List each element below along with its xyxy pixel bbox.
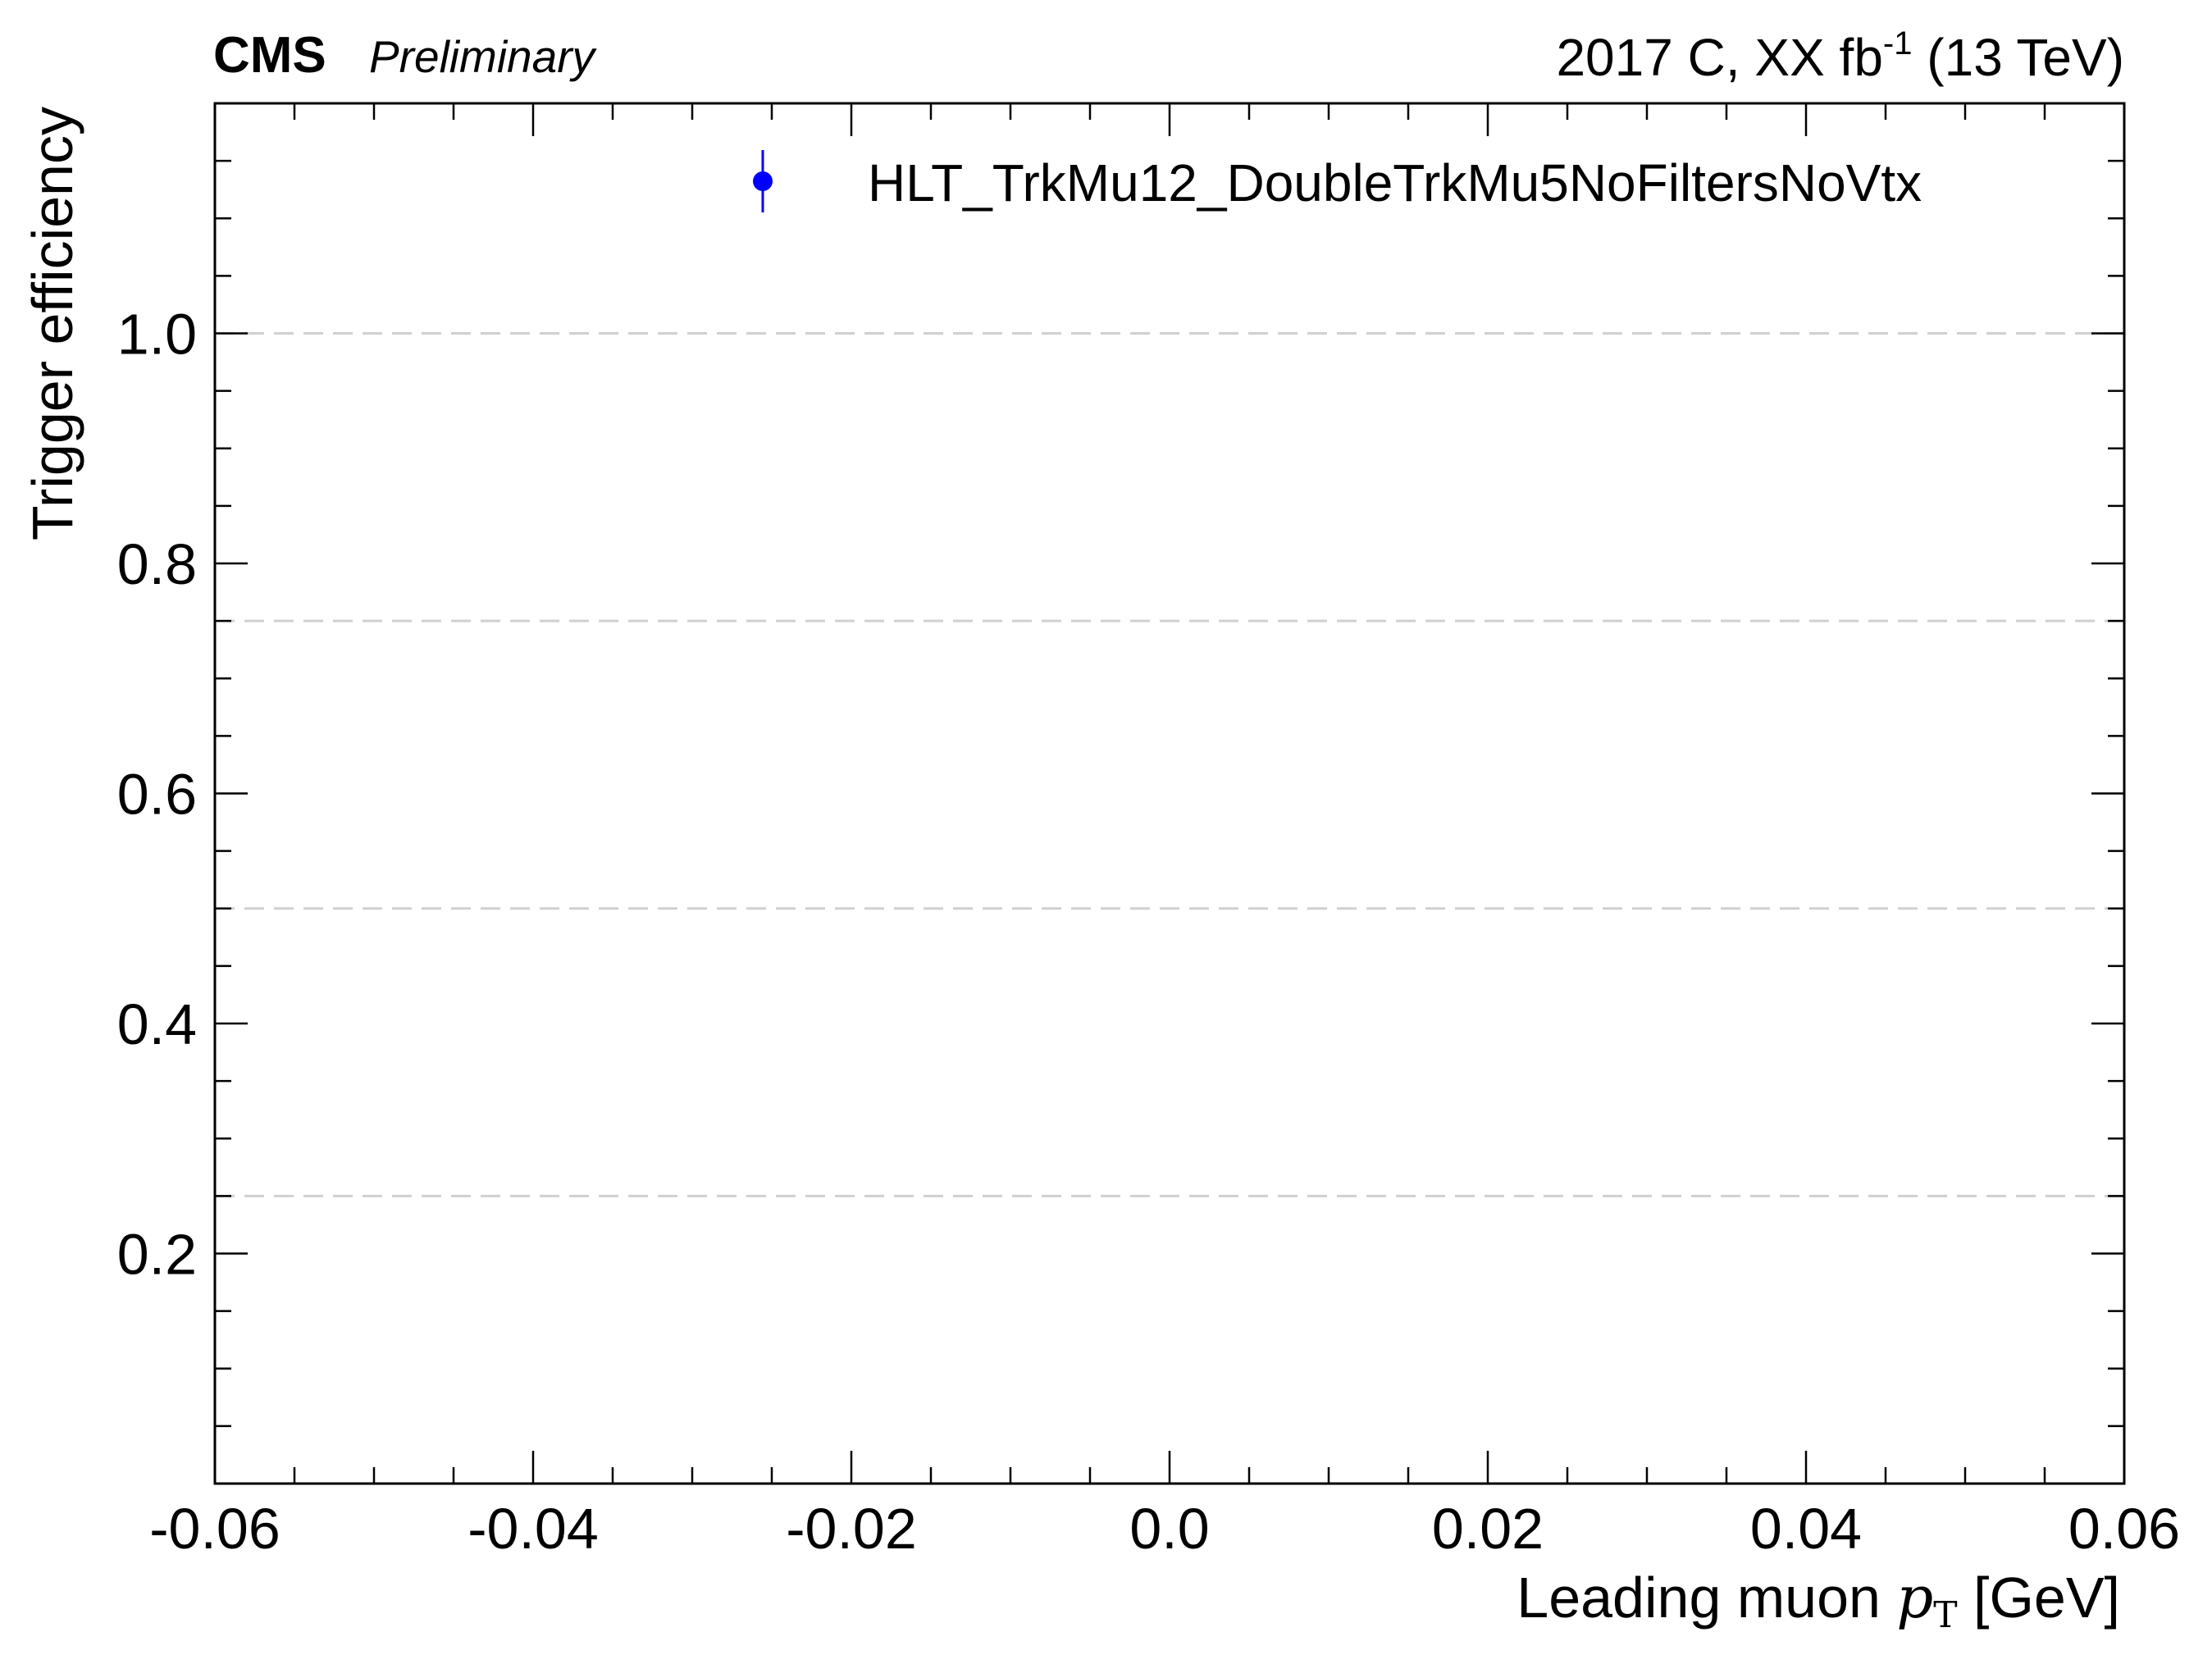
y-tick-label: 0.8 [117, 532, 197, 596]
lumi-label: 2017 C, XX fb-1 (13 TeV) [1556, 25, 2124, 87]
x-tick-label: 0.0 [1129, 1497, 1209, 1561]
legend: HLT_TrkMu12_DoubleTrkMu5NoFiltersNoVtx [753, 150, 1922, 212]
x-tick-label: 0.04 [1750, 1497, 1862, 1561]
axis-ticks [213, 102, 2126, 1485]
x-tick-label: 0.02 [1432, 1497, 1544, 1561]
x-tick-label: 0.06 [2068, 1497, 2180, 1561]
x-tick-label: -0.02 [786, 1497, 917, 1561]
plot-frame [213, 102, 2126, 1485]
y-tick-label: 0.4 [117, 992, 197, 1056]
y-tick-label: 0.2 [117, 1223, 197, 1287]
y-tick-label: 0.6 [117, 763, 197, 827]
legend-marker [753, 171, 773, 191]
x-tick-labels: -0.06 -0.04 -0.02 0.0 0.02 0.04 0.06 [149, 1497, 2180, 1561]
reference-lines [215, 332, 2124, 1197]
x-axis-label-unit: [GeV] [1958, 1566, 2120, 1630]
x-axis-label: Leading muon pT [GeV] [1516, 1564, 2120, 1636]
x-axis-label-var: p [1896, 1564, 1933, 1631]
lumi-prefix: 2017 C, XX fb [1556, 28, 1882, 87]
x-axis-label-sub: T [1933, 1594, 1957, 1636]
lumi-exponent: -1 [1883, 25, 1913, 62]
lumi-suffix: (13 TeV) [1913, 28, 2125, 87]
y-tick-label: 1.0 [117, 303, 197, 367]
legend-entry-label: HLT_TrkMu12_DoubleTrkMu5NoFiltersNoVtx [868, 153, 1922, 212]
x-axis-label-text: Leading muon [1516, 1566, 1896, 1630]
x-tick-label: -0.06 [149, 1497, 280, 1561]
y-axis-label: Trigger efficiency [21, 107, 84, 540]
x-tick-label: -0.04 [467, 1497, 599, 1561]
cms-label: CMS [213, 27, 326, 84]
y-tick-labels: 0.2 0.4 0.6 0.8 1.0 [117, 303, 197, 1287]
preliminary-label: Preliminary [369, 31, 598, 82]
